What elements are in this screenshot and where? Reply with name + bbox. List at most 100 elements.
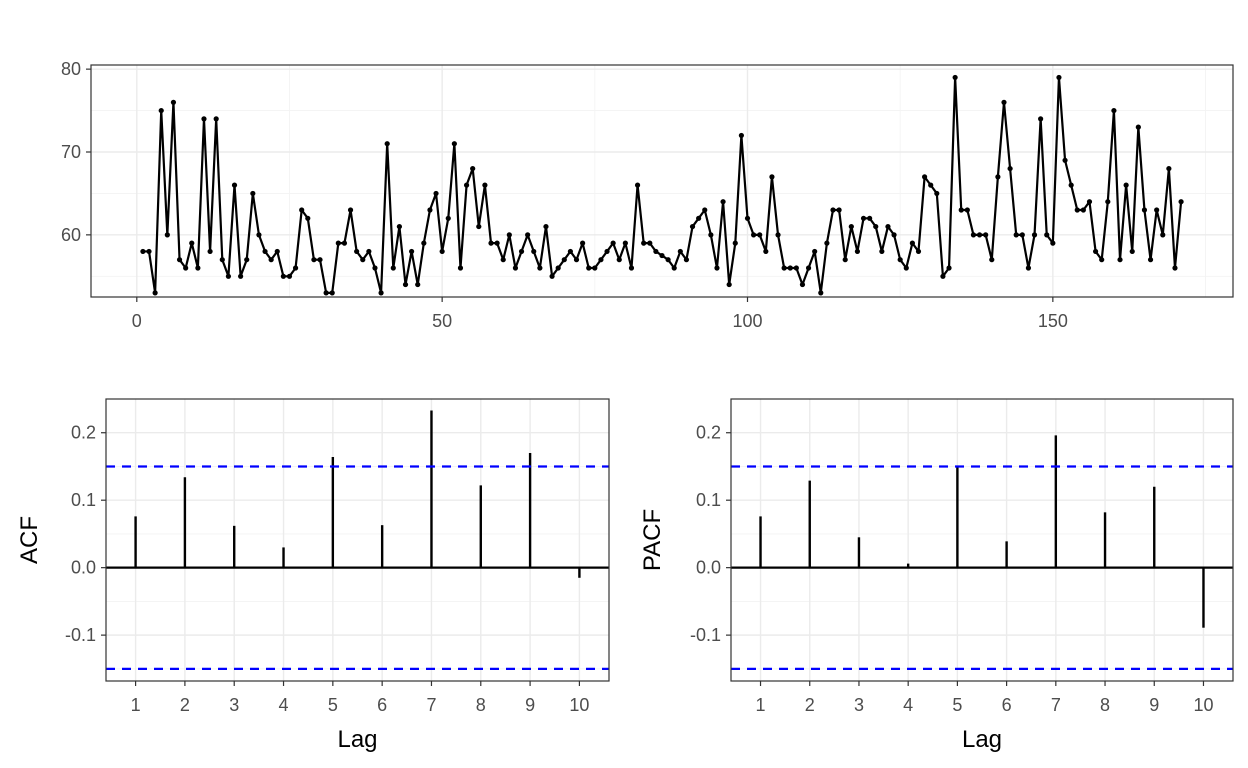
- acf-y-tick-label: -0.1: [65, 625, 96, 645]
- pacf-x-axis-title: Lag: [962, 726, 1002, 753]
- ts-data-point: [610, 240, 616, 246]
- ts-data-point: [909, 240, 915, 246]
- ts-data-point: [653, 248, 659, 255]
- ts-data-point: [989, 257, 995, 263]
- ts-data-point: [219, 257, 225, 263]
- acf-x-tick-label: 3: [229, 695, 239, 715]
- ts-data-point: [1105, 199, 1111, 205]
- ts-data-point: [964, 207, 970, 213]
- acf-x-tick-label: 7: [426, 695, 436, 715]
- ts-data-point: [805, 265, 812, 271]
- ts-data-point: [934, 190, 940, 197]
- ts-data-point: [439, 248, 445, 255]
- pacf-x-tick-label: 3: [854, 695, 864, 715]
- pacf-y-axis-title: PACF: [639, 509, 666, 571]
- pacf-panel: -0.1 0.0 0.1 0.2 1 2 3 4 5 6 7 8 9 10 Lag PACF: [639, 398, 1234, 753]
- ts-data-point: [641, 240, 647, 246]
- ts-data-point: [402, 281, 409, 288]
- ts-data-point: [970, 232, 977, 238]
- ts-data-point: [604, 248, 610, 255]
- ts-data-point: [848, 223, 854, 230]
- ts-data-point: [158, 107, 164, 114]
- ts-data-point: [1129, 248, 1135, 255]
- ts-data-point: [1178, 199, 1184, 205]
- pacf-x-tick-label: 2: [805, 695, 815, 715]
- ts-data-point: [696, 215, 702, 221]
- ts-data-point: [384, 141, 390, 147]
- ts-data-point: [305, 215, 311, 221]
- ts-data-point: [799, 281, 806, 288]
- ts-data-point: [378, 290, 384, 296]
- acf-panel: -0.1 0.0 0.1 0.2 1 2 3 4 5 6 7 8 9 10 Lag ACF: [16, 398, 610, 753]
- acf-x-tick-label: 4: [279, 695, 289, 715]
- acf-panel-border: [105, 398, 610, 682]
- ts-data-point: [537, 265, 543, 271]
- ts-data-point: [231, 182, 238, 188]
- ts-panel-border: [90, 64, 1234, 298]
- ts-data-point: [1025, 265, 1032, 271]
- ts-data-point: [213, 116, 219, 122]
- ts-data-point: [879, 248, 885, 255]
- ts-data-point: [897, 257, 903, 263]
- ts-data-point: [164, 232, 170, 238]
- ts-data-point: [622, 240, 628, 246]
- ts-data-point: [1044, 232, 1050, 238]
- pacf-y-tick-label: 0.2: [696, 423, 721, 443]
- acf-x-tick-label: 10: [569, 695, 589, 715]
- ts-data-point: [451, 141, 457, 147]
- acf-x-tick-label: 1: [131, 695, 141, 715]
- ts-data-point: [409, 248, 415, 255]
- ts-data-point: [415, 281, 421, 288]
- ts-data-point: [372, 265, 378, 271]
- ts-data-point: [256, 232, 262, 238]
- pacf-x-tick-label: 1: [756, 695, 766, 715]
- ts-x-tick-label: 50: [432, 311, 452, 331]
- ts-data-point: [592, 265, 598, 271]
- ts-data-point: [1092, 248, 1099, 255]
- ts-data-point: [1099, 257, 1105, 263]
- ts-data-point: [555, 265, 561, 271]
- ts-data-point: [170, 99, 177, 105]
- ts-data-point: [354, 248, 360, 255]
- ts-data-point: [238, 273, 244, 279]
- ts-data-point: [769, 174, 775, 180]
- ts-data-point: [677, 248, 683, 255]
- ts-data-point: [567, 248, 574, 255]
- ts-data-point: [702, 207, 708, 213]
- ts-data-point: [580, 240, 586, 246]
- ts-data-point: [573, 257, 580, 263]
- acf-x-tick-label: 8: [476, 695, 486, 715]
- ts-data-point: [470, 165, 476, 172]
- ts-x-tick-label: 150: [1038, 311, 1068, 331]
- ts-data-point: [512, 265, 519, 271]
- ts-data-point: [244, 257, 250, 263]
- ts-data-point: [885, 223, 891, 230]
- ts-data-point: [720, 199, 726, 205]
- ts-data-point: [195, 265, 201, 271]
- acf-y-tick-label: 0.0: [71, 558, 96, 578]
- ts-data-point: [928, 182, 934, 188]
- ts-data-point: [1141, 207, 1148, 213]
- ts-data-point: [634, 182, 641, 188]
- ts-data-point: [1080, 207, 1086, 213]
- ts-data-point: [1147, 257, 1154, 263]
- ts-data-point: [1007, 165, 1013, 172]
- acf-x-axis-title: Lag: [337, 726, 377, 753]
- ts-data-point: [689, 223, 696, 230]
- ts-y-tick-label: 80: [61, 59, 81, 79]
- acf-x-tick-label: 9: [525, 695, 535, 715]
- ts-data-point: [873, 223, 879, 230]
- ts-data-point: [952, 74, 958, 81]
- ts-data-point: [867, 215, 873, 221]
- ts-data-point: [860, 215, 867, 221]
- ts-data-point: [995, 174, 1001, 180]
- ts-data-point: [421, 240, 427, 246]
- ts-data-point: [366, 248, 372, 255]
- ts-data-point: [292, 265, 299, 271]
- pacf-panel-border: [730, 398, 1234, 682]
- ts-data-point: [201, 116, 207, 122]
- ts-data-point: [1068, 182, 1074, 188]
- ts-data-point: [976, 232, 983, 238]
- ts-data-point: [286, 273, 293, 279]
- ts-data-point: [946, 265, 952, 271]
